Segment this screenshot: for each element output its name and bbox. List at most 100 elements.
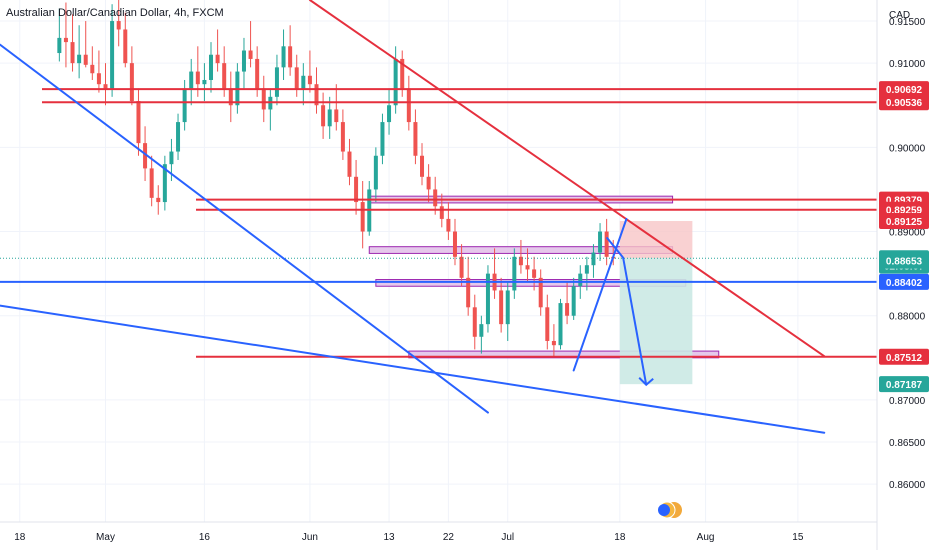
candle-body: [90, 64, 95, 74]
candle-body: [156, 197, 161, 203]
candle-body: [162, 164, 167, 203]
candle-body: [83, 54, 88, 65]
candle-body: [426, 176, 431, 190]
time-tick-label: 18: [614, 532, 626, 543]
candle-body: [340, 122, 345, 152]
time-tick-label: 13: [383, 532, 395, 543]
candle-body: [485, 273, 490, 325]
candle-body: [459, 256, 464, 278]
candle-body: [578, 273, 583, 287]
candle-body: [77, 54, 82, 64]
candle-body: [63, 37, 68, 43]
price-badge: [879, 94, 929, 111]
candle-body: [169, 151, 174, 165]
candle-body: [294, 67, 299, 89]
candle-body: [565, 303, 570, 316]
candle-body: [281, 46, 286, 68]
candle-body: [195, 71, 200, 85]
candle-body: [472, 307, 477, 337]
projection-arrow: [605, 236, 654, 387]
candle-body: [143, 143, 148, 169]
candle-body: [321, 105, 326, 127]
candle-body: [149, 168, 154, 198]
interval-label[interactable]: 4h: [174, 7, 187, 19]
candle-body: [347, 151, 352, 177]
price-badge: [879, 376, 929, 393]
candle-body: [479, 324, 484, 337]
candle-body: [334, 109, 339, 123]
price-badge-label: 0.89125: [886, 217, 923, 228]
price-tick-label: 0.87000: [889, 396, 926, 407]
candle-body: [558, 303, 563, 346]
price-tick-label: 0.91500: [889, 17, 926, 28]
candle-body: [591, 252, 596, 266]
logo-circle-front: [658, 504, 670, 516]
zone-rect: [408, 350, 720, 359]
take-profit-zone: [619, 258, 693, 385]
candle-body: [255, 58, 260, 89]
candle-body: [136, 101, 141, 144]
currency-label: CAD: [889, 10, 910, 21]
price-tick-label: 0.88000: [889, 312, 926, 323]
price-tick-label: 0.90000: [889, 143, 926, 154]
price-badge-label: 0.90692: [886, 85, 923, 96]
candle-body: [307, 75, 312, 85]
candle-body: [57, 37, 62, 54]
candle-body: [545, 307, 550, 341]
candle-body: [228, 88, 233, 106]
candle-body: [532, 269, 537, 278]
price-tick-label: 0.86000: [889, 480, 926, 491]
candle-body: [584, 265, 589, 274]
price-badge-label: 0.90536: [886, 98, 923, 109]
time-tick-label: Jun: [302, 532, 318, 543]
trendline: [572, 217, 628, 372]
candle-body: [202, 79, 207, 85]
candle-body: [209, 54, 214, 80]
symbol-header[interactable]: Australian Dollar/Canadian Dollar, 4h, F…: [6, 7, 224, 19]
candle-body: [360, 202, 365, 232]
candle-body: [393, 58, 398, 106]
candle-body: [354, 176, 359, 203]
trendline: [308, 0, 826, 358]
time-tick-label: Jul: [501, 532, 514, 543]
candle-body: [327, 109, 332, 127]
price-badge-label: 0.89379: [886, 196, 923, 207]
price-badge: [879, 273, 929, 290]
candle-body: [274, 67, 279, 97]
candle-body: [103, 84, 108, 89]
arrow-head-icon: [638, 377, 654, 387]
candle-body: [512, 256, 517, 291]
candle-body: [215, 54, 220, 64]
candle-body: [301, 75, 306, 89]
price-tick-label: 0.91000: [889, 59, 926, 70]
time-tick-label: 18: [14, 532, 26, 543]
price-badge-label: 0.89259: [886, 206, 923, 217]
price-badge: [879, 252, 929, 269]
price-tick-label: 0.89000: [889, 228, 926, 239]
time-tick-label: 22: [443, 532, 455, 543]
candle-body: [598, 231, 603, 253]
symbol-name: Australian Dollar/Canadian Dollar: [6, 7, 169, 19]
candle-body: [189, 71, 194, 89]
candle-body: [373, 155, 378, 190]
candle-body: [387, 105, 392, 123]
candlestick-series: [57, 0, 616, 357]
price-badge: [879, 348, 929, 365]
price-badge-label: 0.87187: [886, 380, 923, 391]
trendlines: [0, 0, 826, 434]
candle-body: [439, 206, 444, 219]
candle-body: [525, 265, 530, 270]
time-tick-label: 15: [792, 532, 804, 543]
candle-body: [518, 256, 523, 266]
time-tick-label: 16: [199, 532, 211, 543]
candle-body: [182, 88, 187, 123]
candle-body: [176, 122, 181, 152]
candle-body: [222, 63, 227, 89]
price-badge-label: 0.87512: [886, 353, 923, 364]
candle-body: [70, 42, 75, 64]
time-axis: 18 May 16 Jun 13 22 Jul 18 Aug 15: [0, 521, 877, 550]
candle-body: [505, 290, 510, 325]
candle-body: [380, 122, 385, 156]
